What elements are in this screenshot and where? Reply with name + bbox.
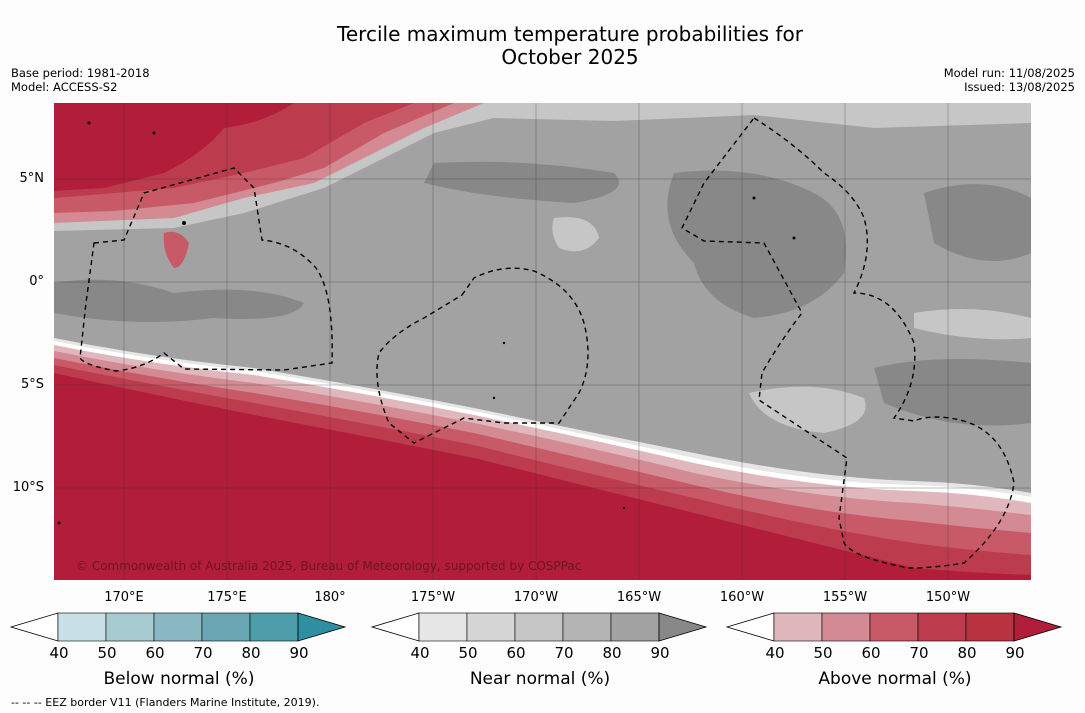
colorbar-low-arrow (726, 612, 775, 642)
model-run: Model run: 11/08/2025 (943, 66, 1075, 80)
near-normal-90-patch (924, 184, 1031, 261)
colorbar-segment (249, 612, 299, 642)
legend-tick: 50 (813, 644, 833, 662)
below-normal-colorbar (10, 612, 347, 642)
lon-label-175e: 175°E (207, 590, 247, 605)
colorbar-segment (153, 612, 203, 642)
graticule (54, 103, 1031, 580)
near-normal-90-patch (54, 279, 304, 322)
colorbar-high-arrow (1013, 612, 1063, 642)
colorbar-high-arrow (658, 612, 708, 642)
lon-label-155w: 155°W (822, 590, 868, 605)
lon-label-170w: 170°W (513, 590, 559, 605)
near-normal-colorbar (371, 612, 708, 642)
lat-label-5s: 5°S (20, 377, 44, 392)
legend-tick: 60 (506, 644, 526, 662)
model-name: Model: ACCESS-S2 (11, 80, 118, 94)
above-normal-colorbar (726, 612, 1063, 642)
legend-tick: 80 (602, 644, 622, 662)
near-normal-60-patch (914, 309, 1031, 340)
near-normal-90-patch (424, 161, 619, 203)
legend-tick: 60 (145, 644, 165, 662)
colorbar-segment (562, 612, 612, 642)
near-normal-60-patch (552, 217, 599, 252)
colorbar-segment (821, 612, 871, 642)
colorbar-segment (917, 612, 967, 642)
eez-footnote: -- -- -- EEZ border V11 (Flanders Marine… (11, 696, 320, 709)
legend-tick: 40 (410, 644, 430, 662)
colorbar-segment (57, 612, 107, 642)
lon-label-175w: 175°W (410, 590, 456, 605)
colorbar-segment (869, 612, 919, 642)
legend-tick: 70 (193, 644, 213, 662)
colorbar-segment (514, 612, 564, 642)
colorbar-high-arrow (297, 612, 347, 642)
near-normal-90-patch (667, 170, 846, 318)
legend-tick: 60 (861, 644, 881, 662)
above-normal-90-nw (54, 103, 294, 191)
lon-label-165w: 165°W (616, 590, 662, 605)
above-normal-90-south (54, 373, 1031, 580)
legend-tick: 90 (289, 644, 309, 662)
colorbar-segment (965, 612, 1015, 642)
colorbar-segment (105, 612, 155, 642)
legend-tick: 90 (1005, 644, 1025, 662)
map-title-line2: October 2025 (501, 45, 639, 69)
probability-map (54, 103, 1031, 580)
legend-tick: 80 (957, 644, 977, 662)
colorbar-segment (466, 612, 516, 642)
colorbar-segment (773, 612, 823, 642)
lat-label-5n: 5°N (19, 171, 45, 186)
eez-borders (79, 117, 1015, 569)
legend-tick: 70 (909, 644, 929, 662)
map-canvas (54, 103, 1031, 580)
colorbar-low-arrow (10, 612, 59, 642)
legend-tick: 70 (554, 644, 574, 662)
above-normal-legend-title: Above normal (%) (818, 669, 972, 689)
copyright-notice: © Commonwealth of Australia 2025, Bureau… (76, 559, 582, 573)
lon-label-160w: 160°W (719, 590, 765, 605)
colorbar-segment (418, 612, 468, 642)
map-title-line1: Tercile maximum temperature probabilitie… (337, 22, 803, 46)
colorbar-segment (201, 612, 251, 642)
legend-tick: 40 (765, 644, 785, 662)
colorbar-low-arrow (371, 612, 420, 642)
below-normal-legend-title: Below normal (%) (103, 669, 255, 689)
lon-label-170e: 170°E (104, 590, 144, 605)
base-period: Base period: 1981-2018 (11, 66, 150, 80)
lat-label-0: 0° (29, 274, 44, 289)
issued-date: Issued: 13/08/2025 (964, 80, 1075, 94)
islands (57, 121, 796, 525)
above-normal-70-patch (163, 231, 189, 268)
legend-tick: 80 (241, 644, 261, 662)
colorbar-segment (610, 612, 660, 642)
legend-tick: 50 (458, 644, 478, 662)
lon-label-150w: 150°W (925, 590, 971, 605)
legend-tick: 90 (650, 644, 670, 662)
legend-tick: 40 (49, 644, 69, 662)
near-normal-60-patch (749, 386, 866, 433)
lon-label-180: 180° (314, 590, 346, 605)
legend-tick: 50 (97, 644, 117, 662)
near-normal-legend-title: Near normal (%) (469, 669, 611, 689)
lat-label-10s: 10°S (12, 480, 44, 495)
